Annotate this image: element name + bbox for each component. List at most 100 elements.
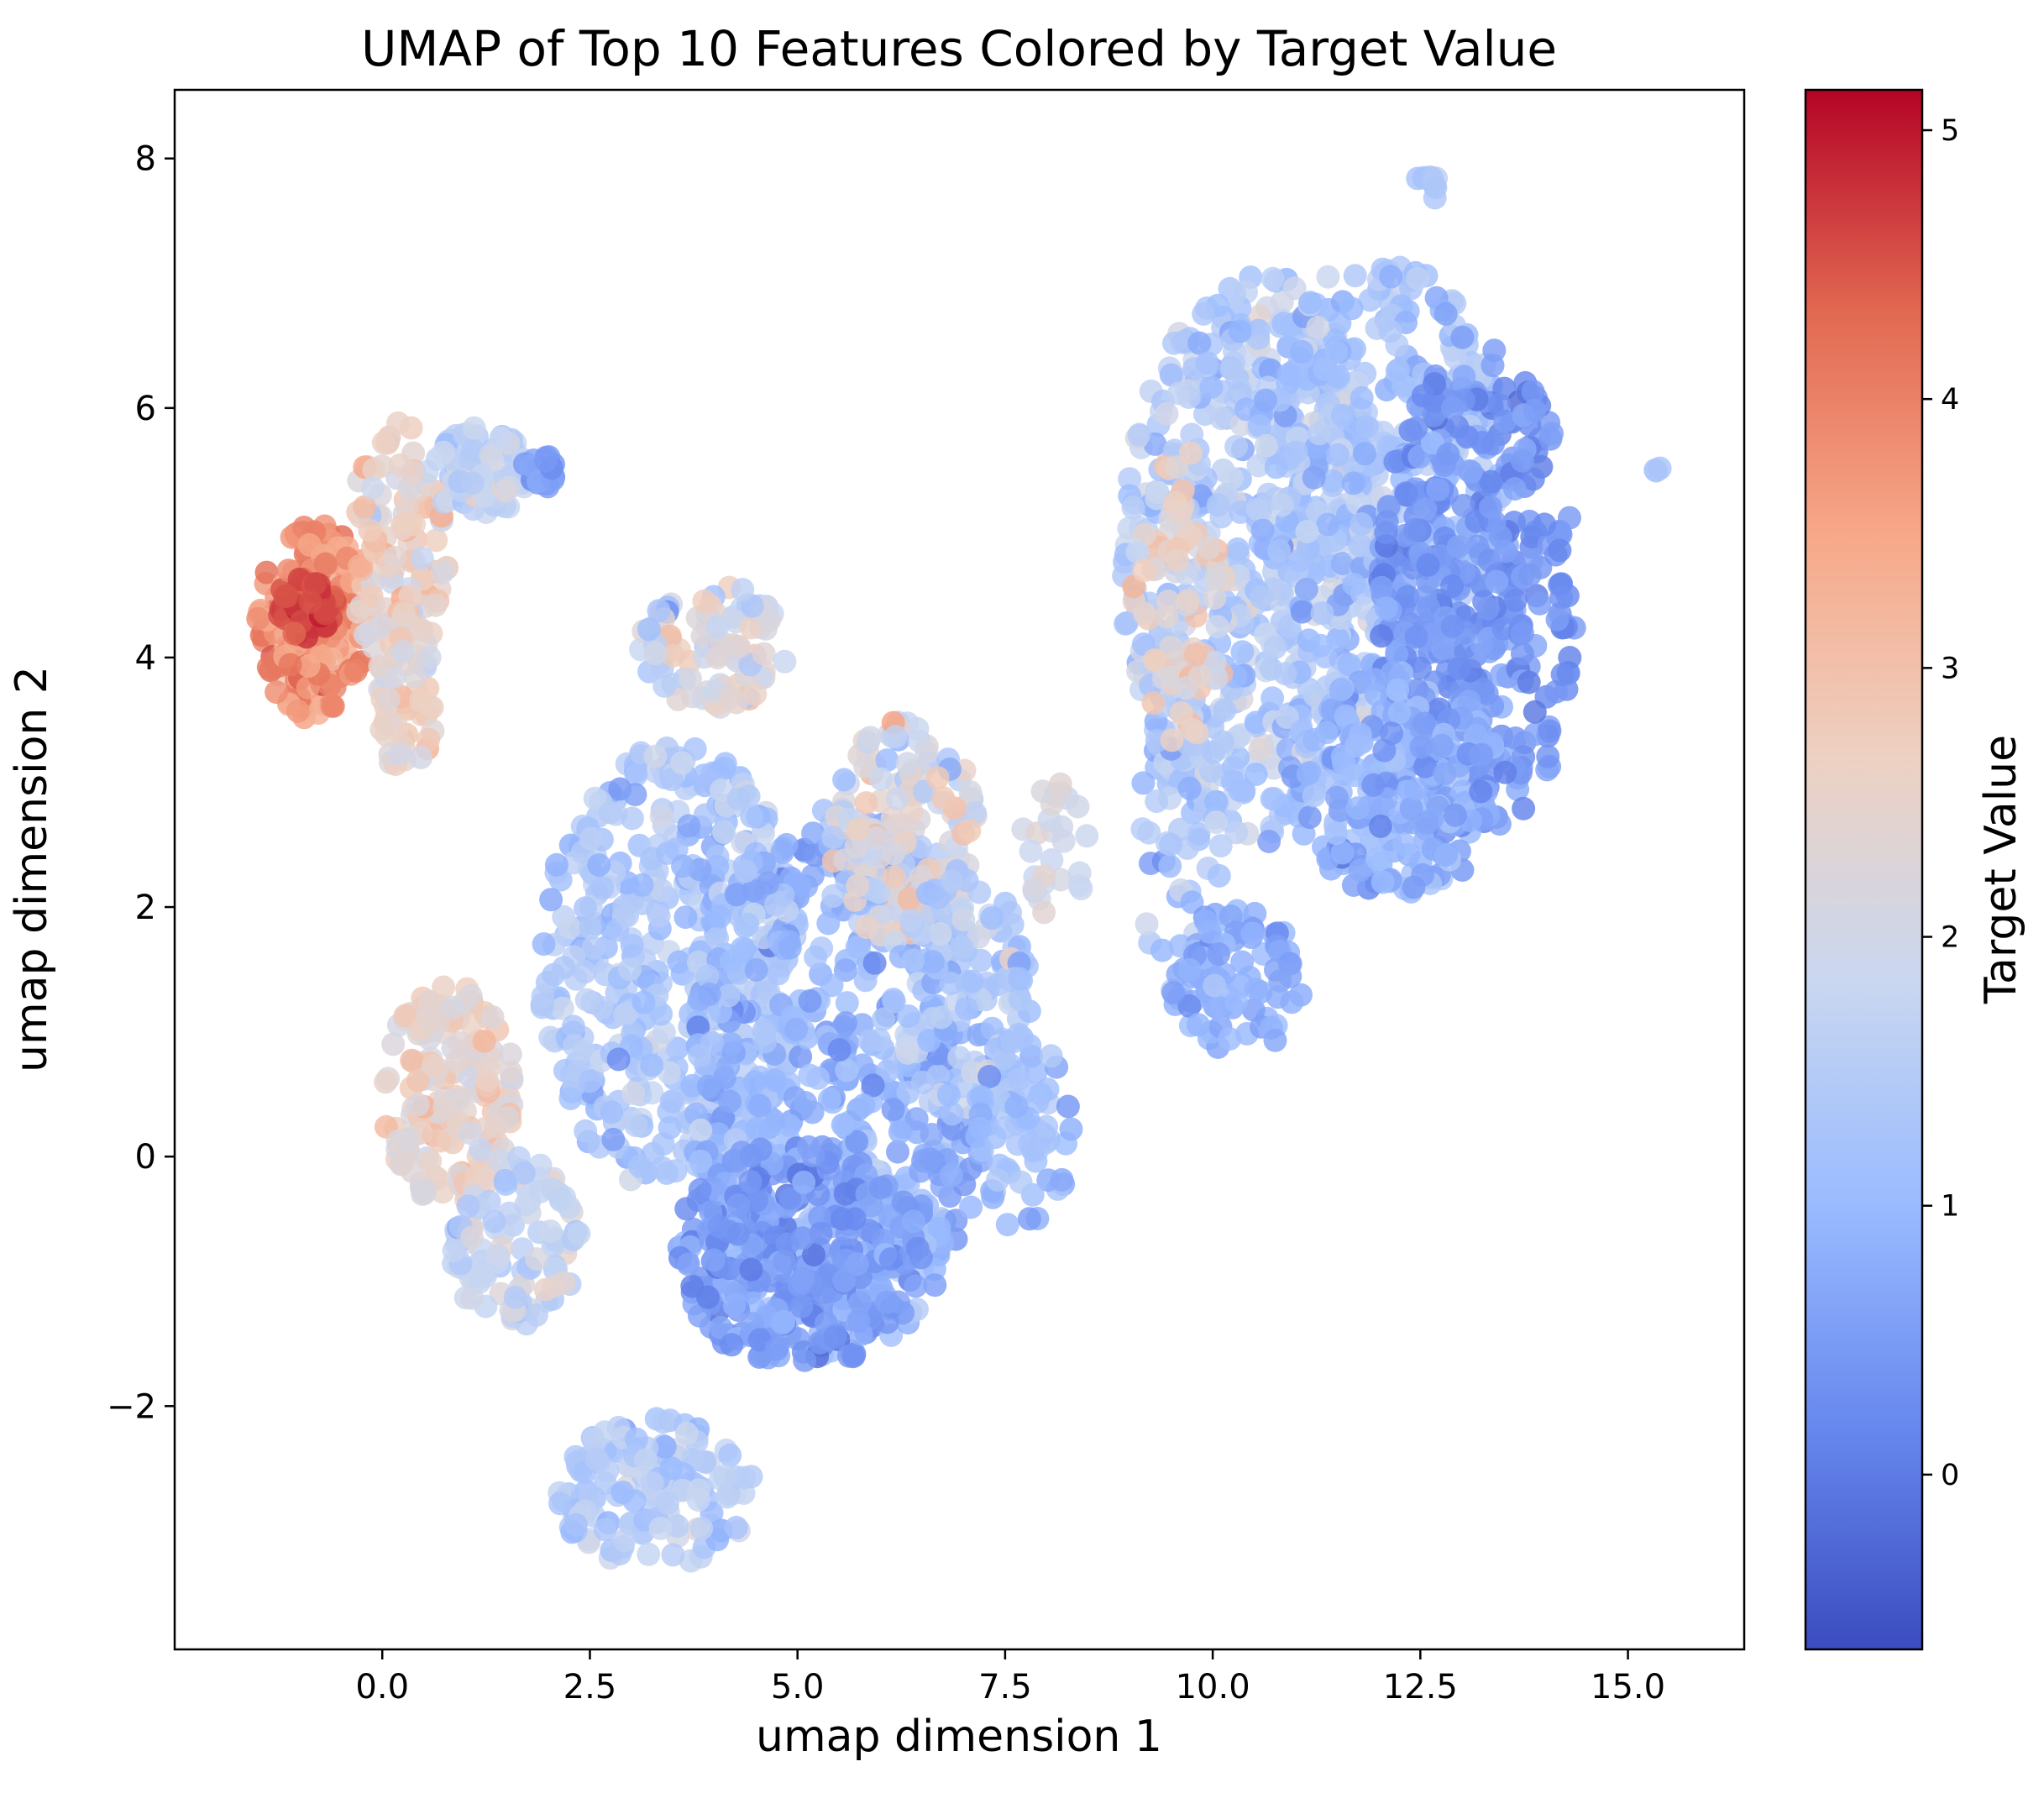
scatter-point [763, 1068, 787, 1093]
scatter-point [1426, 478, 1450, 502]
scatter-point [563, 1034, 587, 1058]
scatter-point [1447, 657, 1471, 680]
scatter-point [764, 1337, 789, 1361]
scatter-point [630, 873, 654, 897]
scatter-point [1176, 589, 1200, 613]
scatter-point [525, 1247, 549, 1271]
scatter-point [371, 431, 396, 455]
scatter-point [548, 1492, 572, 1516]
y-tick-label: 2 [135, 889, 156, 927]
scatter-point [718, 1089, 742, 1114]
scatter-point [583, 786, 607, 810]
scatter-point [1209, 406, 1234, 431]
scatter-point [705, 854, 730, 878]
scatter-point [649, 1002, 673, 1026]
x-tick-label: 7.5 [978, 1668, 1032, 1706]
scatter-point [688, 1043, 711, 1067]
scatter-point [540, 1177, 564, 1201]
scatter-point [652, 1020, 676, 1045]
scatter-point [701, 1248, 726, 1272]
scatter-point [736, 784, 761, 809]
scatter-point [1550, 663, 1575, 687]
scatter-point [888, 1119, 912, 1144]
scatter-point [1155, 605, 1179, 629]
scatter-point [731, 578, 755, 601]
scatter-point [417, 1011, 441, 1035]
scatter-point [313, 552, 338, 576]
scatter-point [816, 911, 841, 936]
scatter-point [1370, 624, 1393, 648]
scatter-point [918, 1147, 942, 1172]
scatter-point [1225, 537, 1250, 561]
scatter-point [558, 915, 582, 940]
scatter-point [1059, 1117, 1083, 1141]
scatter-point [927, 1216, 951, 1240]
scatter-point [286, 699, 310, 723]
scatter-point [1207, 863, 1231, 888]
scatter-point [742, 878, 766, 903]
scatter-point [806, 1066, 831, 1090]
scatter-point [1353, 442, 1377, 466]
scatter-point [539, 888, 563, 912]
scatter-point [633, 1448, 658, 1472]
scatter-point [1533, 512, 1557, 537]
scatter-point [885, 787, 909, 811]
scatter-point [647, 599, 671, 623]
scatter-point [1470, 431, 1495, 455]
scatter-point [1549, 585, 1574, 610]
scatter-point [789, 1045, 813, 1069]
x-axis-ticks: 0.0 2.5 5.0 7.5 10.0 12.5 15.0 [355, 1649, 1665, 1706]
scatter-point [1493, 539, 1517, 564]
scatter-point [695, 964, 720, 988]
scatter-point [1296, 762, 1320, 786]
scatter-point [561, 1014, 585, 1039]
scatter-point [740, 1143, 764, 1167]
scatter-point [931, 786, 956, 810]
scatter-point [1180, 717, 1204, 742]
scatter-point [846, 817, 870, 841]
scatter-point [878, 1247, 903, 1271]
scatter-point [474, 1264, 497, 1288]
scatter-point [955, 997, 978, 1021]
scatter-point [712, 1464, 736, 1488]
scatter-point [887, 1290, 910, 1314]
scatter-point [1433, 762, 1457, 786]
scatter-point [584, 1447, 609, 1471]
scatter-point [925, 766, 950, 789]
y-tick-label: 6 [135, 390, 156, 428]
scatter-point [1316, 265, 1340, 289]
scatter-point [743, 682, 768, 706]
scatter-point [358, 518, 382, 543]
scatter-point [1444, 803, 1467, 827]
scatter-point [835, 1058, 859, 1083]
scatter-point [1254, 433, 1278, 458]
scatter-point [475, 1068, 499, 1093]
scatter-point [1380, 721, 1404, 746]
scatter-point [1324, 339, 1349, 364]
scatter-point [617, 957, 642, 982]
scatter-point [598, 800, 622, 825]
scatter-point [587, 853, 611, 877]
scatter-point [1278, 964, 1302, 988]
colorbar-tick-label: 0 [1941, 1459, 1959, 1492]
scatter-point [353, 495, 377, 519]
scatter-point [923, 1273, 947, 1298]
scatter-point [705, 646, 730, 670]
scatter-point [1290, 600, 1314, 624]
scatter-point [403, 664, 427, 689]
scatter-point [1365, 847, 1389, 871]
scatter-point [590, 876, 615, 900]
scatter-point [1205, 615, 1229, 639]
scatter-point [410, 547, 434, 571]
scatter-point [406, 1093, 430, 1117]
scatter-point [409, 746, 433, 770]
scatter-point [590, 995, 614, 1020]
scatter-point [881, 1098, 905, 1122]
scatter-point [875, 1059, 899, 1083]
scatter-point [1326, 443, 1350, 467]
scatter-point [1433, 843, 1458, 868]
scatter-point [1302, 465, 1326, 490]
scatter-point [744, 1188, 768, 1213]
scatter-point [1368, 814, 1392, 838]
scatter-point [574, 896, 597, 920]
